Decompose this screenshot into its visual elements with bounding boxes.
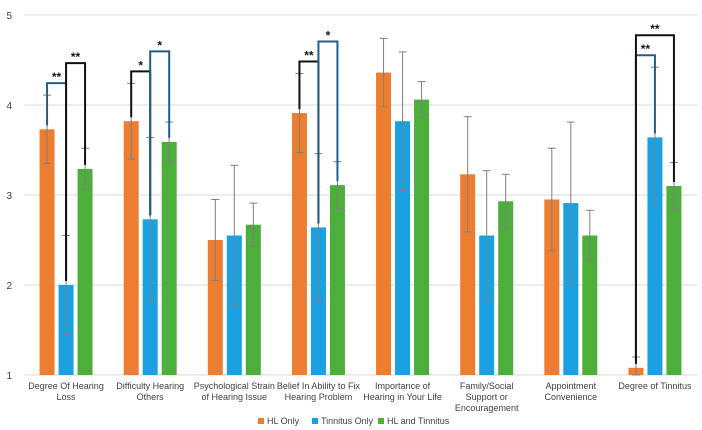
x-category-label-line: Importance of <box>375 381 431 391</box>
bar <box>582 235 598 375</box>
y-tick-label: 1 <box>6 371 12 382</box>
bar <box>563 203 579 375</box>
x-category-label: Psychological Strain of Hearing Issue <box>194 381 275 402</box>
x-category-label-line: Hearing Problem <box>285 392 353 402</box>
significance-brackets: ************* <box>46 22 675 364</box>
x-category-label: Importance of Hearing in Your Life <box>363 381 442 402</box>
significance-label: * <box>138 58 143 72</box>
bar <box>395 121 411 375</box>
bar <box>498 201 514 375</box>
bar <box>376 72 392 375</box>
significance-label: * <box>157 38 162 52</box>
x-category-label-line: Encouragement <box>455 403 519 413</box>
x-category-label-line: of Hearing Issue <box>202 392 268 402</box>
x-category-label: Degree of Tinnitus <box>618 381 692 391</box>
y-tick-label: 2 <box>6 281 12 292</box>
legend-label: Tinnitus Only <box>321 416 374 426</box>
y-axis-tick-labels: 1 2 3 4 5 <box>6 11 12 382</box>
bar <box>647 137 663 375</box>
bar <box>544 199 560 375</box>
bar <box>666 186 682 375</box>
significance-bracket <box>317 40 339 224</box>
significance-bracket <box>634 34 675 364</box>
x-category-label-line: Family/Social <box>460 381 514 391</box>
x-category-label-line: Belief In Ability to Fix <box>277 381 361 391</box>
x-category-label-line: Appointment <box>546 381 597 391</box>
bars <box>39 72 682 375</box>
x-category-label-line: Degree Of Hearing <box>28 381 104 391</box>
bar <box>460 174 476 375</box>
x-category-label-line: Others <box>137 392 165 402</box>
bar <box>123 121 139 375</box>
significance-bracket <box>149 50 171 216</box>
significance-label: ** <box>650 22 660 36</box>
x-category-label-line: Loss <box>57 392 77 402</box>
y-tick-label: 5 <box>6 11 12 22</box>
bar <box>161 141 177 375</box>
x-category-label: Family/Social Support or Encouragement <box>455 381 519 413</box>
significance-label: ** <box>304 49 314 63</box>
x-category-label: Belief In Ability to Fix Hearing Problem <box>277 381 361 402</box>
x-axis-category-labels: Degree Of Hearing Loss Difficulty Hearing O… <box>28 381 692 413</box>
significance-label: * <box>326 29 331 43</box>
y-tick-label: 4 <box>6 101 12 112</box>
y-tick-label: 3 <box>6 191 12 202</box>
bar <box>207 240 223 375</box>
legend-label: HL Only <box>267 416 300 426</box>
legend-swatch <box>378 418 384 424</box>
significance-label: ** <box>641 42 651 56</box>
bar <box>479 235 495 375</box>
legend-swatch <box>258 418 264 424</box>
bar <box>329 185 345 375</box>
x-category-label-line: Support or <box>466 392 508 402</box>
bar <box>245 224 261 375</box>
significance-label: ** <box>71 50 81 64</box>
x-category-label-line: Convenience <box>545 392 598 402</box>
bar <box>77 168 93 375</box>
bar <box>39 129 55 375</box>
legend: HL Only Tinnitus Only HL and Tinnitus <box>258 416 450 426</box>
legend-label: HL and Tinnitus <box>387 416 450 426</box>
significance-label: ** <box>52 70 62 84</box>
x-category-label-line: Psychological Strain <box>194 381 275 391</box>
x-category-label: Appointment Convenience <box>545 381 598 402</box>
x-category-label: Difficulty Hearing Others <box>116 381 184 402</box>
x-category-label-line: Degree of Tinnitus <box>618 381 692 391</box>
significance-bracket <box>65 62 87 281</box>
x-category-label-line: Difficulty Hearing <box>116 381 184 391</box>
bar <box>291 113 307 375</box>
bar <box>414 99 430 375</box>
x-category-label: Degree Of Hearing Loss <box>28 381 104 402</box>
legend-swatch <box>312 418 318 424</box>
x-category-label-line: Hearing in Your Life <box>363 392 442 402</box>
